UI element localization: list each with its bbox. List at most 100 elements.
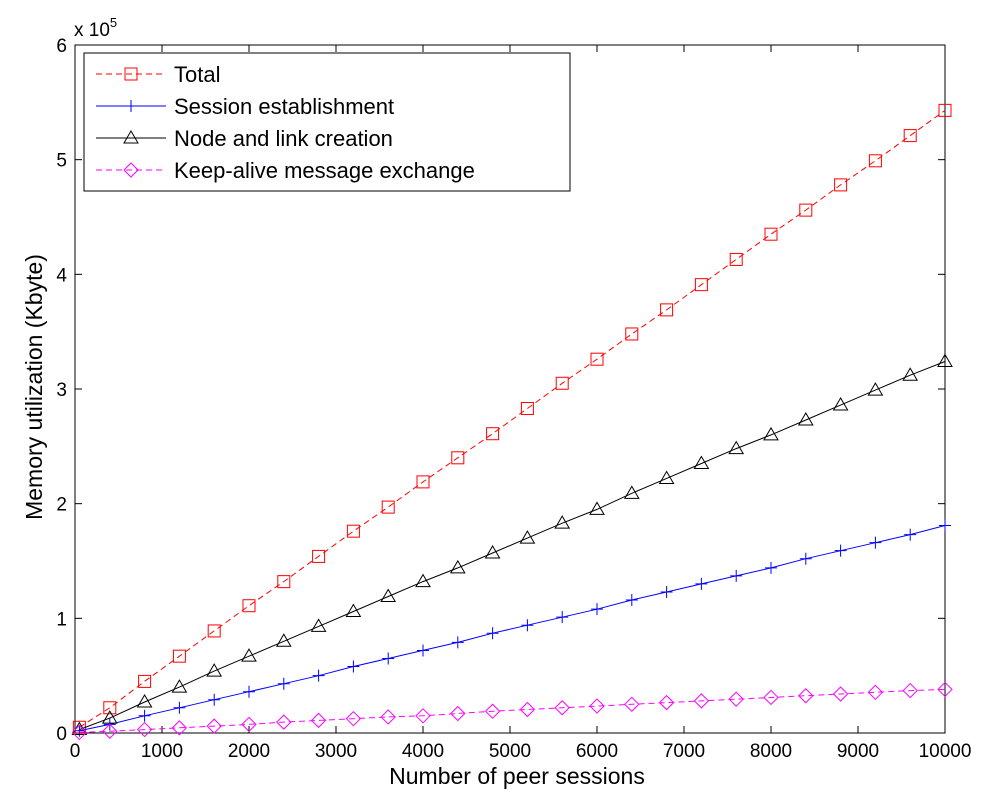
- legend-label: Keep-alive message exchange: [174, 158, 475, 183]
- data-point-triangle: [623, 485, 640, 499]
- y-tick-label: 0: [56, 724, 67, 745]
- data-point-diamond: [589, 698, 605, 714]
- data-point-diamond: [276, 714, 292, 730]
- y-tick-label: 1: [56, 609, 67, 630]
- axis-labels: Number of peer sessions Memory utilizati…: [21, 15, 645, 789]
- y-tick-label: 4: [56, 265, 67, 286]
- data-point-triangle: [380, 588, 397, 603]
- data-point-square: [799, 203, 813, 217]
- series-line: [79, 361, 946, 731]
- data-point-plus: [904, 528, 917, 541]
- x-tick-label: 8000: [750, 741, 792, 762]
- data-point-diamond: [519, 701, 536, 718]
- y-tick-label: 5: [56, 151, 67, 172]
- data-point-triangle: [902, 367, 919, 381]
- data-point-plus: [869, 536, 882, 549]
- data-point-triangle: [123, 130, 139, 144]
- data-point-square: [938, 103, 952, 117]
- y-tick-label: 6: [56, 36, 67, 57]
- data-point-diamond: [71, 724, 88, 741]
- legend-label: Session establishment: [174, 94, 394, 119]
- x-tick-label: 7000: [663, 741, 705, 762]
- data-point-square: [242, 599, 256, 613]
- data-point-plus: [625, 593, 638, 606]
- x-tick-label: 4000: [402, 741, 444, 762]
- data-point-plus: [591, 603, 603, 616]
- data-point-triangle: [554, 515, 571, 529]
- data-point-plus: [382, 652, 395, 665]
- data-point-triangle: [275, 633, 292, 647]
- data-point-square: [729, 252, 743, 266]
- data-point-diamond: [484, 703, 501, 719]
- data-point-square: [764, 227, 778, 241]
- data-point-triangle: [484, 544, 501, 559]
- data-point-triangle: [136, 694, 153, 708]
- data-point-square: [103, 701, 117, 715]
- x-tick-label: 9000: [837, 741, 879, 762]
- legend-label: Node and link creation: [174, 126, 393, 151]
- legend-item: Node and link creation: [96, 126, 393, 151]
- data-point-plus: [799, 552, 812, 565]
- series-1: [73, 519, 951, 737]
- data-point-plus: [834, 544, 847, 557]
- data-point-square: [903, 129, 917, 143]
- data-point-diamond: [554, 700, 570, 716]
- data-point-square: [555, 376, 569, 390]
- data-point-diamond: [902, 682, 918, 699]
- data-point-diamond: [728, 691, 744, 707]
- data-point-square: [451, 451, 465, 465]
- data-point-plus: [277, 677, 290, 690]
- data-point-square: [625, 327, 639, 341]
- data-point-plus: [939, 519, 951, 532]
- y-multiplier-exponent: 5: [110, 15, 117, 30]
- data-point-square: [694, 278, 708, 292]
- data-point-square: [834, 178, 848, 192]
- data-point-square: [590, 352, 604, 366]
- data-point-square: [381, 500, 395, 514]
- x-tick-label: 2000: [228, 741, 270, 762]
- data-point-triangle: [310, 618, 327, 632]
- data-point-diamond: [310, 712, 327, 729]
- data-point-diamond: [798, 688, 814, 704]
- y-multiplier-label: x 105: [74, 15, 117, 41]
- x-tick-label: 5000: [489, 741, 531, 762]
- data-point-triangle: [797, 411, 814, 426]
- legend: Total Session establishment Node and link …: [83, 52, 571, 192]
- data-point-plus: [173, 701, 186, 714]
- data-point-plus: [347, 660, 360, 673]
- legend-item: Total: [96, 62, 220, 87]
- data-point-plus: [765, 561, 777, 574]
- legend-item: Session establishment: [96, 94, 394, 119]
- data-point-diamond: [345, 710, 362, 727]
- data-point-diamond: [206, 718, 222, 734]
- data-point-plus: [125, 100, 137, 112]
- data-point-square: [486, 427, 500, 441]
- data-point-plus: [486, 627, 499, 640]
- data-point-triangle: [519, 530, 536, 544]
- data-point-triangle: [693, 455, 710, 470]
- axis-ticks: 0 1000 2000 3000 4000 5000 6000 7000 8000 9000 100…: [56, 36, 971, 762]
- x-tick-label: 1000: [141, 741, 183, 762]
- data-point-triangle: [241, 648, 257, 662]
- data-point-triangle: [449, 559, 466, 574]
- data-point-square: [277, 575, 291, 589]
- data-point-diamond: [415, 708, 431, 724]
- series-2: [71, 353, 953, 736]
- series-3: [71, 681, 953, 741]
- data-point-triangle: [728, 440, 745, 455]
- data-point-plus: [660, 585, 673, 598]
- data-point-square: [868, 154, 882, 168]
- data-point-diamond: [380, 709, 396, 725]
- data-point-triangle: [101, 710, 118, 724]
- data-point-diamond: [763, 689, 779, 706]
- y-tick-label: 3: [56, 380, 67, 401]
- x-tick-label: 3000: [315, 741, 357, 762]
- data-point-diamond: [658, 694, 675, 711]
- data-point-plus: [243, 685, 255, 698]
- data-point-square: [312, 549, 326, 563]
- data-point-triangle: [415, 573, 431, 588]
- data-point-diamond: [123, 162, 139, 178]
- data-point-square: [346, 524, 360, 538]
- series-line: [79, 688, 946, 733]
